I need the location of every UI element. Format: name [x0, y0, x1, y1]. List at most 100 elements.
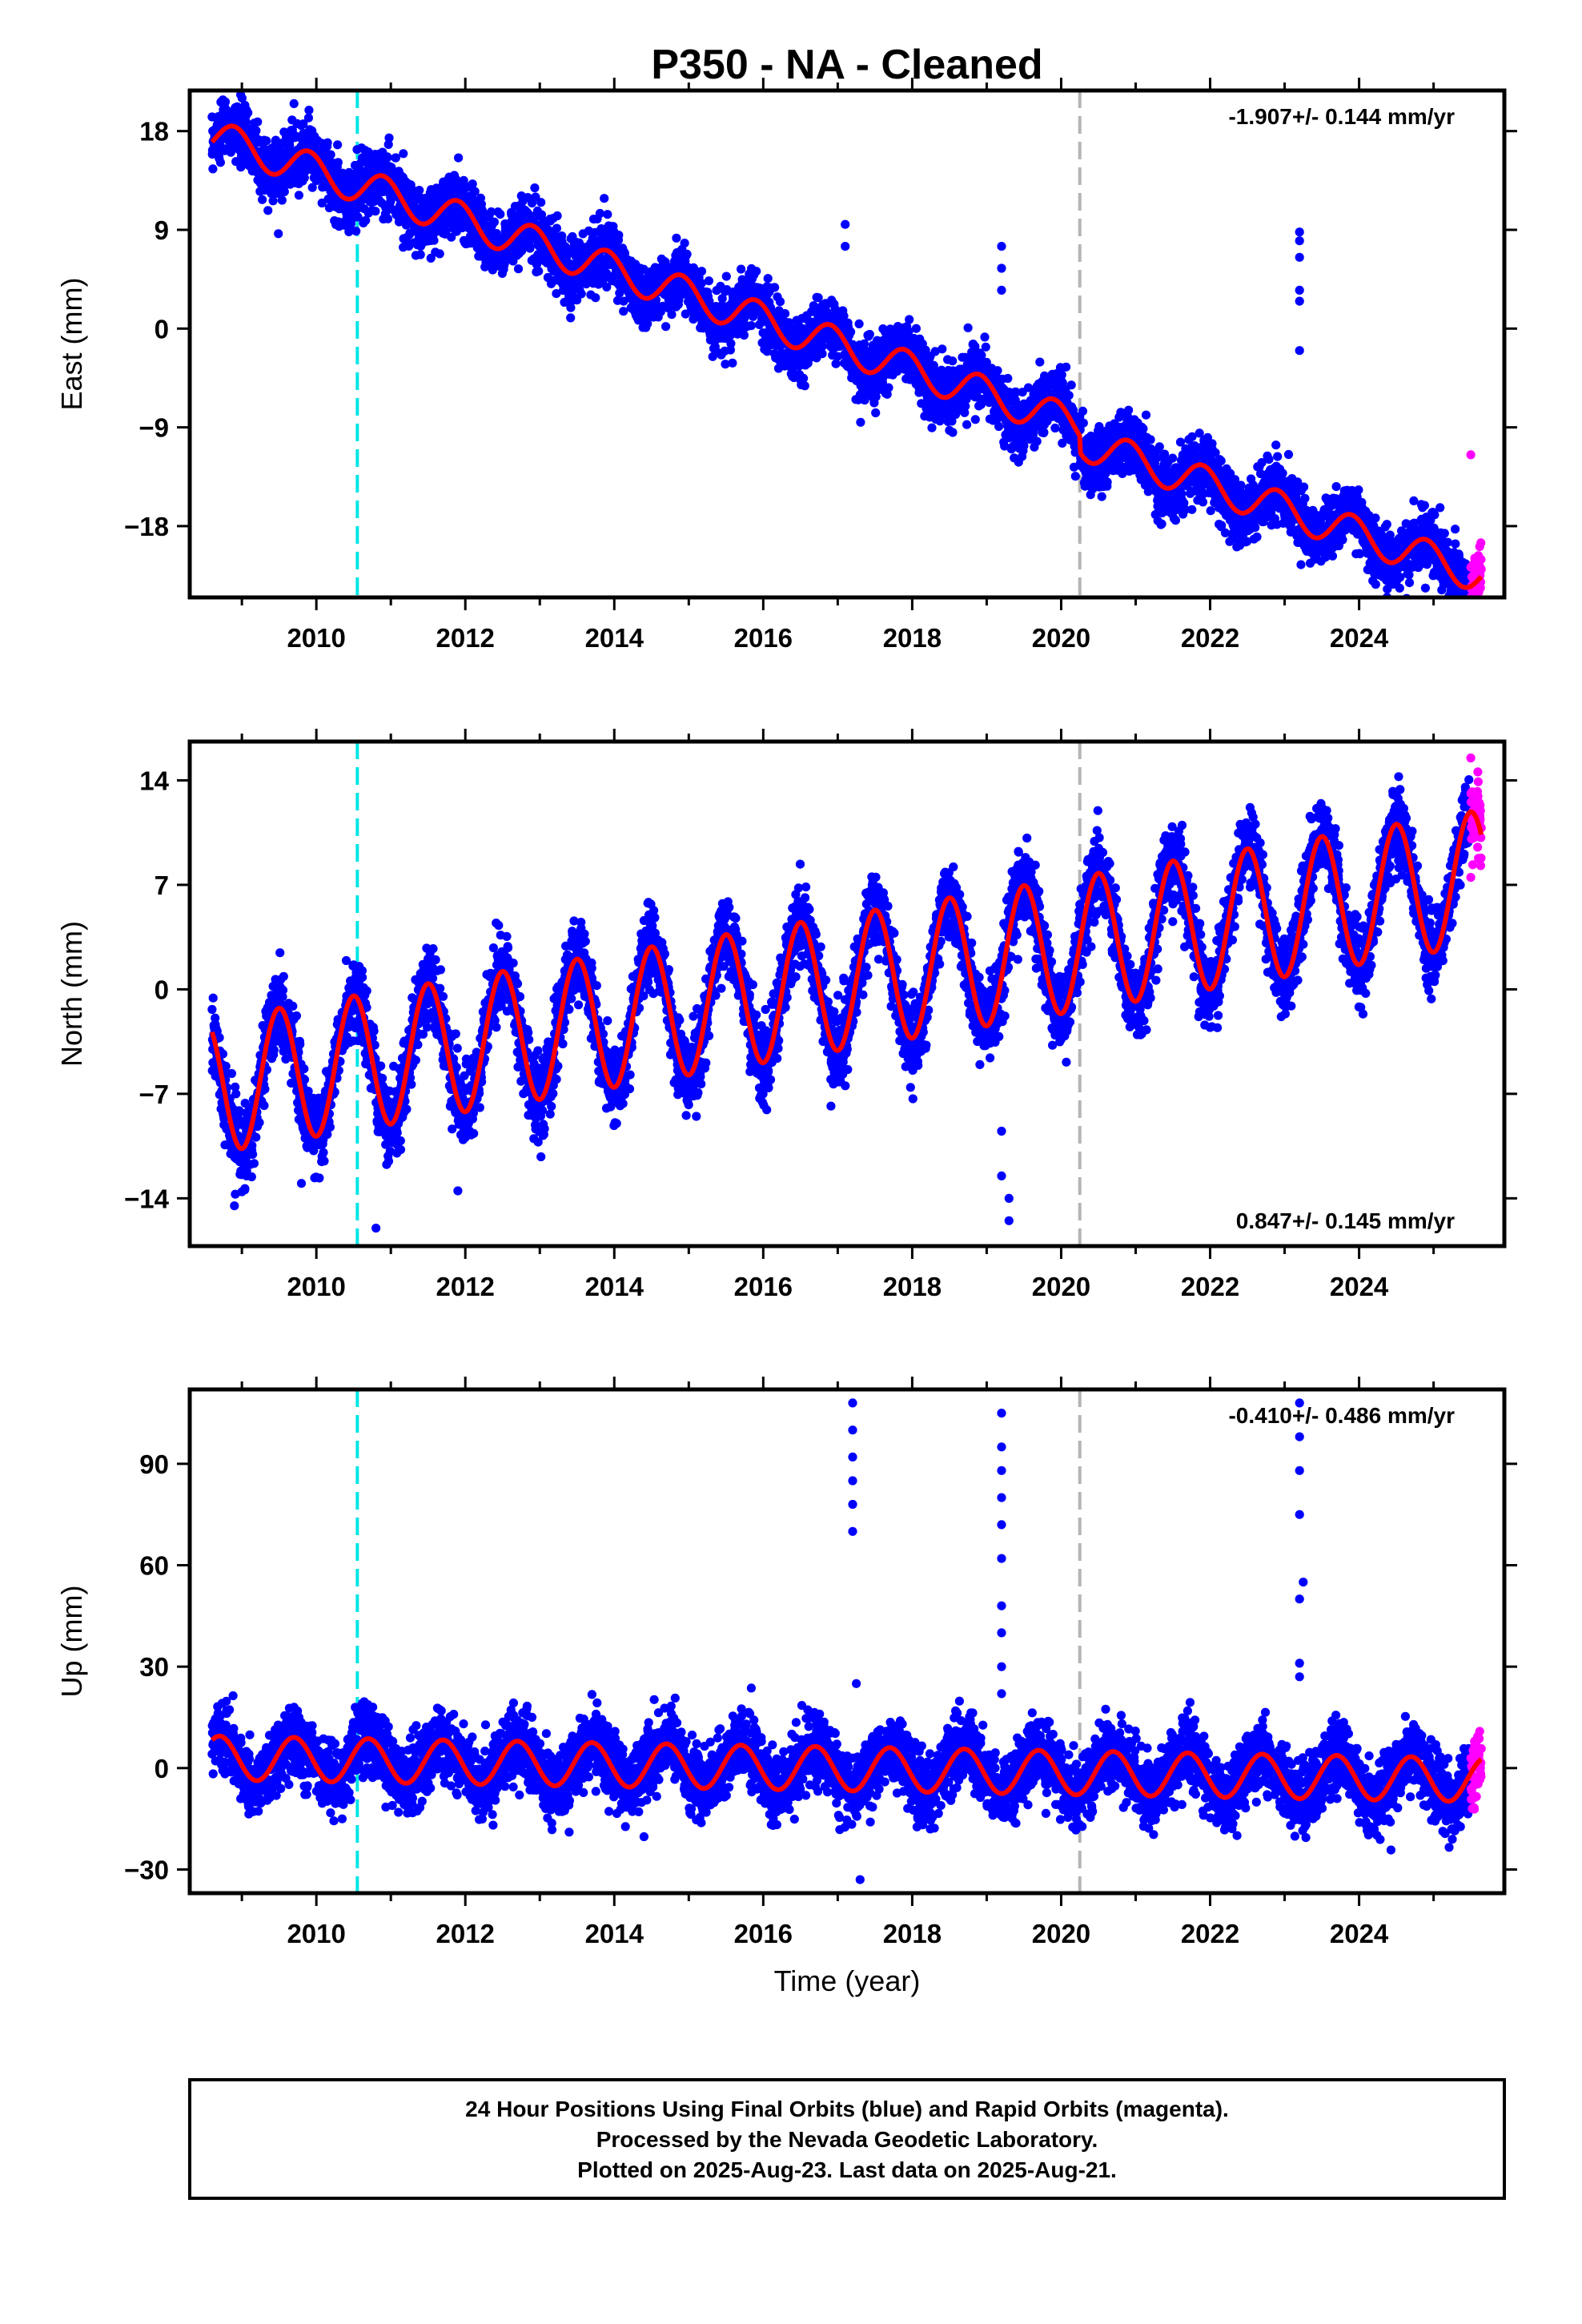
final-point: [251, 126, 261, 135]
final-point: [534, 267, 544, 276]
panels-layer: 2010 2012 2014 2016 2018 2020 2022 20241890−9−1…: [55, 70, 1517, 1997]
final-point: [552, 223, 562, 233]
final-point: [938, 344, 947, 354]
final-point: [447, 232, 456, 242]
final-point: [391, 153, 400, 163]
final-point: [237, 94, 247, 103]
final-point: [1057, 370, 1066, 380]
final-point: [470, 187, 480, 196]
final-point: [661, 322, 671, 332]
final-point: [333, 158, 343, 167]
final-point: [277, 195, 287, 205]
final-point: [351, 227, 361, 236]
final-point: [371, 207, 380, 216]
final-point: [1216, 456, 1226, 466]
final-point: [361, 215, 371, 225]
final-point: [221, 104, 231, 114]
final-point: [489, 217, 500, 227]
final-point: [253, 117, 263, 127]
final-point: [271, 135, 280, 145]
final-point: [856, 417, 865, 427]
final-point: [1206, 506, 1215, 516]
final-point: [781, 309, 790, 319]
final-point: [854, 319, 864, 328]
final-point: [384, 133, 394, 143]
final-point: [905, 315, 914, 324]
final-point: [459, 175, 468, 185]
final-point: [737, 264, 746, 274]
final-point: [739, 330, 749, 340]
final-point: [536, 198, 546, 207]
final-point: [667, 310, 677, 320]
final-point: [1066, 380, 1076, 390]
final-point: [304, 106, 314, 115]
final-point: [1058, 438, 1067, 448]
data-points-east: [207, 70, 1486, 597]
final-point: [1198, 497, 1208, 507]
final-point: [1170, 516, 1180, 525]
final-point: [1146, 435, 1155, 444]
final-point: [591, 293, 600, 303]
final-point: [1070, 472, 1080, 481]
final-point: [513, 264, 524, 274]
final-point: [387, 163, 396, 172]
final-point: [697, 267, 707, 276]
final-point: [994, 421, 1004, 432]
final-point: [441, 227, 451, 236]
final-point: [865, 329, 874, 340]
final-point: [1078, 406, 1088, 416]
final-point: [770, 283, 780, 292]
final-point: [859, 339, 869, 348]
final-point: [600, 194, 609, 203]
final-point: [871, 408, 881, 418]
final-point: [566, 313, 576, 323]
final-point: [263, 206, 273, 215]
final-point: [552, 289, 561, 299]
final-point: [927, 423, 937, 432]
final-point: [1032, 436, 1042, 446]
final-point: [1124, 405, 1134, 415]
final-point: [1097, 492, 1106, 501]
final-point: [993, 366, 1002, 376]
final-point: [454, 153, 464, 163]
final-point: [333, 140, 343, 150]
final-point: [408, 186, 418, 195]
final-point: [243, 108, 253, 118]
final-point: [274, 229, 283, 239]
final-point: [383, 139, 393, 149]
final-point: [399, 149, 408, 159]
final-point: [884, 383, 893, 392]
final-point: [726, 339, 736, 348]
final-point: [603, 210, 612, 219]
final-point: [235, 70, 243, 79]
final-point: [763, 274, 773, 283]
panel-east: 2010 2012 2014 2016 2018 2020 2022 20241890−9−1…: [55, 70, 1517, 653]
final-point: [962, 420, 972, 429]
final-point: [487, 207, 496, 217]
final-point: [672, 233, 681, 243]
final-point: [746, 321, 757, 331]
final-point: [208, 164, 218, 174]
final-point: [948, 428, 958, 437]
final-point: [215, 158, 225, 167]
final-point: [268, 196, 278, 206]
final-point: [468, 179, 477, 189]
final-point: [496, 209, 505, 219]
final-point: [1064, 391, 1074, 400]
final-point: [963, 323, 973, 332]
final-point: [1157, 519, 1166, 529]
final-point: [614, 231, 624, 240]
final-point: [576, 289, 586, 299]
final-point: [1003, 373, 1013, 384]
final-point: [416, 250, 425, 259]
final-point: [353, 212, 363, 222]
final-point: [530, 183, 540, 193]
final-point: [911, 324, 921, 333]
final-point: [299, 173, 309, 183]
final-point: [1154, 442, 1164, 452]
final-point: [299, 119, 308, 129]
final-point: [980, 332, 990, 342]
final-point: [799, 373, 809, 383]
final-point: [262, 136, 271, 146]
